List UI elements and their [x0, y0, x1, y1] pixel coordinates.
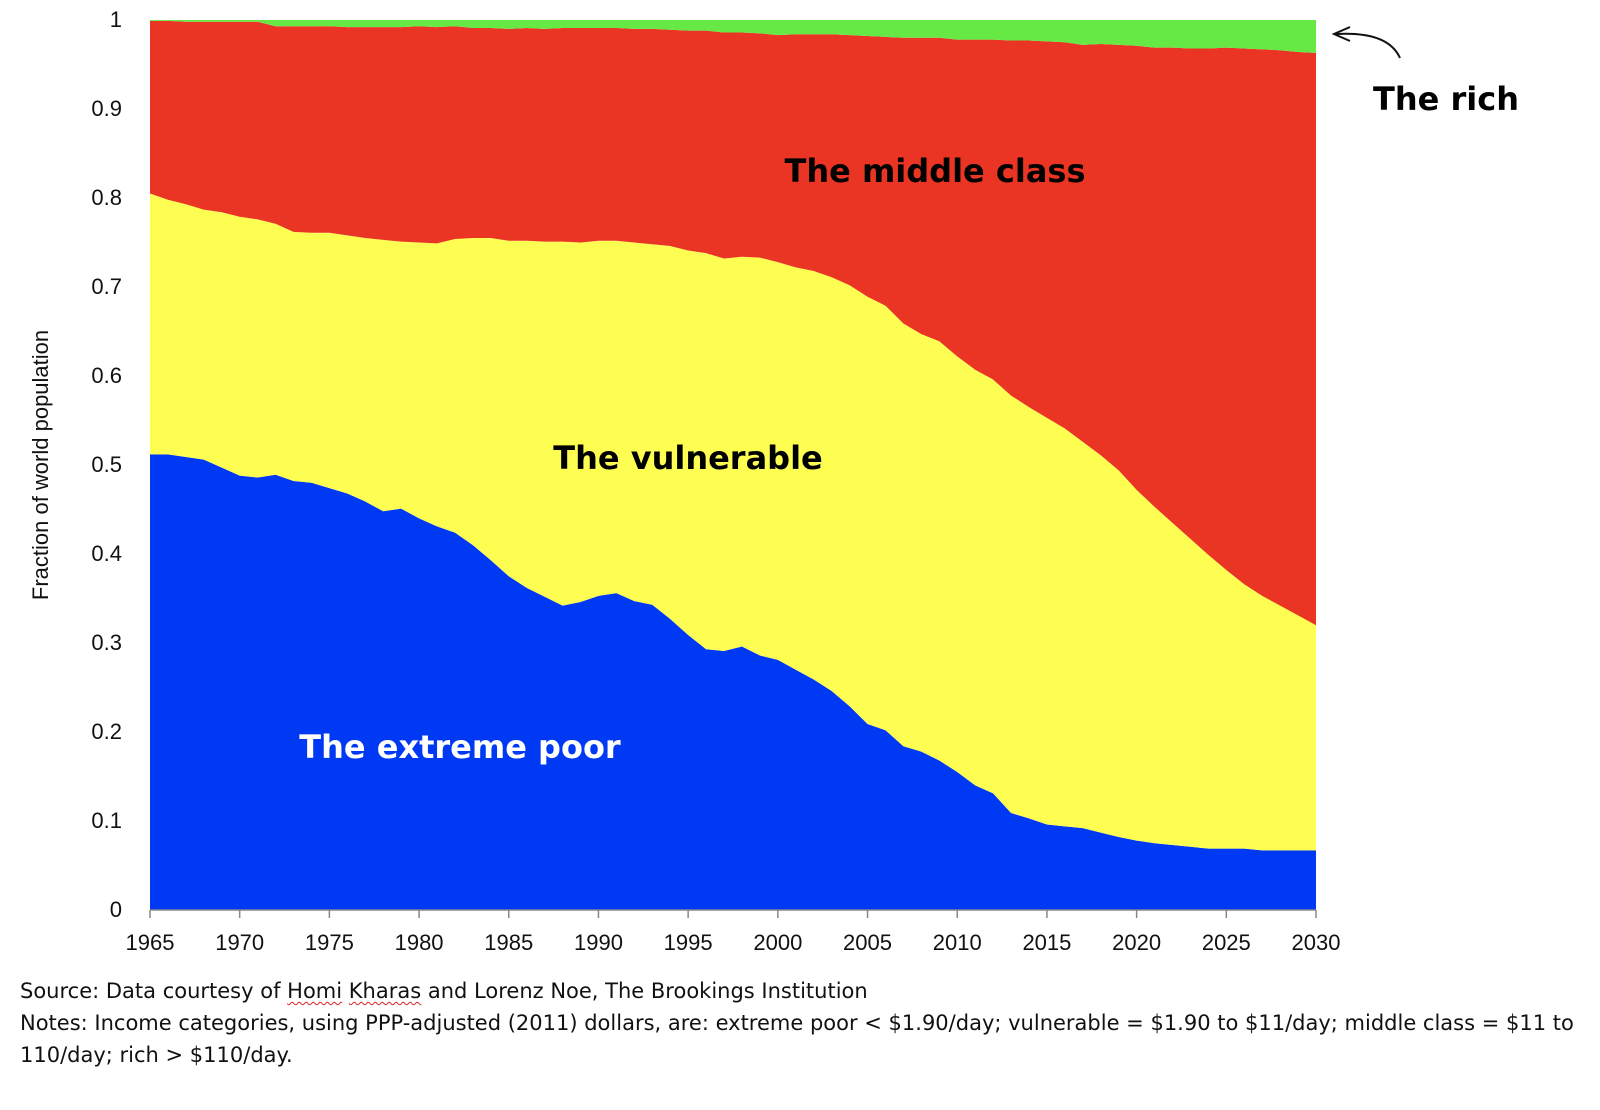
y-tick-label: 0.7 [91, 274, 122, 299]
area-series-the-rich [150, 20, 1316, 53]
x-tick-label: 2025 [1202, 930, 1251, 955]
y-tick-label: 0 [110, 897, 122, 922]
label-rich: The rich [1373, 80, 1519, 118]
y-tick-label: 0.3 [91, 630, 122, 655]
x-tick-label: 2020 [1112, 930, 1161, 955]
notes-line: Notes: Income categories, using PPP-adju… [20, 1011, 1574, 1067]
x-tick-label: 1980 [395, 930, 444, 955]
y-tick-label: 0.5 [91, 452, 122, 477]
y-axis-label: Fraction of world population [28, 330, 53, 600]
x-tick-label: 1985 [484, 930, 533, 955]
x-tick-label: 2015 [1022, 930, 1071, 955]
source-name-kharas: Kharas [348, 979, 422, 1003]
x-tick-label: 2030 [1292, 930, 1341, 955]
area-series-the-vulnerable [150, 193, 1316, 851]
x-tick-label: 2010 [933, 930, 982, 955]
y-tick-label: 0.9 [91, 96, 122, 121]
y-tick-label: 0.6 [91, 363, 122, 388]
x-tick-label: 1975 [305, 930, 354, 955]
x-tick-label: 1990 [574, 930, 623, 955]
source-line: Source: Data courtesy of Homi Kharas and… [20, 979, 868, 1003]
y-tick-label: 0.8 [91, 185, 122, 210]
source-name-homi: Homi [287, 979, 343, 1003]
x-tick-label: 2000 [753, 930, 802, 955]
area-series-the-extreme-poor [150, 454, 1316, 910]
chart-notes: Source: Data courtesy of Homi Kharas and… [20, 975, 1580, 1071]
x-tick-label: 1970 [215, 930, 264, 955]
y-tick-label: 0.4 [91, 541, 122, 566]
y-tick-label: 1 [110, 7, 122, 32]
x-tick-label: 2005 [843, 930, 892, 955]
area-layers [150, 20, 1316, 910]
x-tick-label: 1995 [664, 930, 713, 955]
label-extreme-poor: The extreme poor [299, 728, 621, 766]
y-axis-ticks: 0 0.1 0.2 0.3 0.4 0.5 0.6 0.7 0.8 0.9 1 [91, 7, 122, 922]
label-middle-class: The middle class [784, 152, 1085, 190]
y-tick-label: 0.2 [91, 719, 122, 744]
area-series-the-middle-class [150, 20, 1316, 626]
x-axis-ticks: 1965 1970 1975 1980 1985 1990 1995 2000 2005 2010… [126, 910, 1341, 955]
x-tick-label: 1965 [126, 930, 175, 955]
rich-arrow-icon [1331, 26, 1401, 59]
y-tick-label: 0.1 [91, 808, 122, 833]
label-vulnerable: The vulnerable [553, 439, 823, 477]
